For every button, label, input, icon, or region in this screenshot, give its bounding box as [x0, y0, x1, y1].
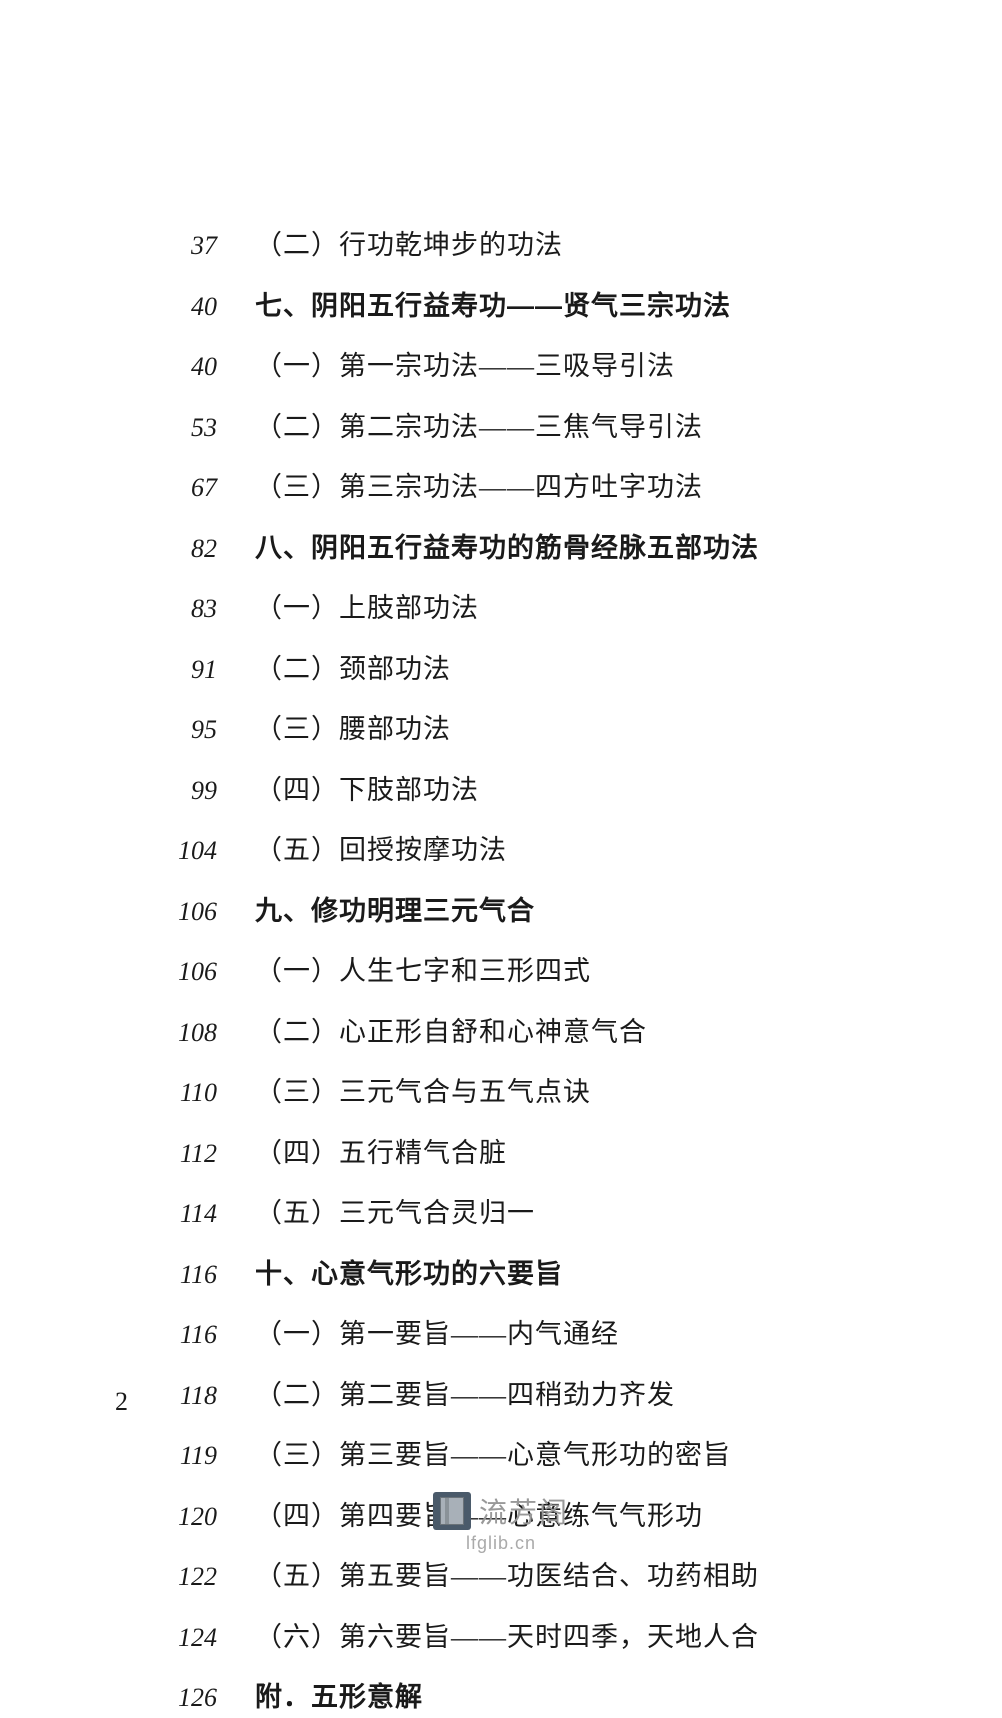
toc-page-number: 110	[100, 1073, 255, 1112]
toc-page-number: 124	[100, 1618, 255, 1657]
toc-entry-text: 七、阴阳五行益寿功——贤气三宗功法	[255, 286, 731, 327]
toc-entry-text: （三）三元气合与五气点诀	[255, 1072, 591, 1113]
toc-entry-text: （六）第六要旨——天时四季，天地人合	[255, 1617, 759, 1658]
watermark: 流芳阁 lfglib.cn	[433, 1491, 569, 1554]
book-icon	[433, 1492, 471, 1530]
watermark-top-row: 流芳阁	[433, 1491, 569, 1531]
toc-page-number: 106	[100, 892, 255, 931]
toc-line: 82八、阴阳五行益寿功的筋骨经脉五部功法	[100, 528, 917, 569]
toc-entry-text: （五）第五要旨——功医结合、功药相助	[255, 1556, 759, 1597]
toc-page-number: 53	[100, 408, 255, 447]
toc-entry-text: （四）五行精气合脏	[255, 1133, 507, 1174]
toc-entry-text: 八、阴阳五行益寿功的筋骨经脉五部功法	[255, 528, 759, 569]
toc-page-number: 104	[100, 831, 255, 870]
toc-line: 37（二）行功乾坤步的功法	[100, 225, 917, 266]
toc-page-number: 91	[100, 650, 255, 689]
toc-line: 119（三）第三要旨——心意气形功的密旨	[100, 1435, 917, 1476]
toc-entry-text: 九、修功明理三元气合	[255, 891, 535, 932]
toc-line: 83（一）上肢部功法	[100, 588, 917, 629]
toc-entry-text: （三）第三要旨——心意气形功的密旨	[255, 1435, 731, 1476]
toc-page-number: 126	[100, 1678, 255, 1717]
toc-line: 116（一）第一要旨——内气通经	[100, 1314, 917, 1355]
toc-line: 53（二）第二宗功法——三焦气导引法	[100, 407, 917, 448]
toc-content: 37（二）行功乾坤步的功法40七、阴阳五行益寿功——贤气三宗功法40（一）第一宗…	[0, 0, 1002, 1718]
toc-page-number: 122	[100, 1557, 255, 1596]
toc-line: 112（四）五行精气合脏	[100, 1133, 917, 1174]
toc-line: 108（二）心正形自舒和心神意气合	[100, 1012, 917, 1053]
toc-line: 124（六）第六要旨——天时四季，天地人合	[100, 1617, 917, 1658]
toc-entry-text: （五）三元气合灵归一	[255, 1193, 535, 1234]
toc-entry-text: （二）行功乾坤步的功法	[255, 225, 563, 266]
toc-line: 122（五）第五要旨——功医结合、功药相助	[100, 1556, 917, 1597]
toc-line: 99（四）下肢部功法	[100, 770, 917, 811]
toc-line: 95（三）腰部功法	[100, 709, 917, 750]
toc-page-number: 120	[100, 1497, 255, 1536]
toc-entry-text: （一）第一宗功法——三吸导引法	[255, 346, 675, 387]
toc-entry-text: （三）腰部功法	[255, 709, 451, 750]
toc-page-number: 40	[100, 287, 255, 326]
toc-page-number: 95	[100, 710, 255, 749]
toc-page-number: 40	[100, 347, 255, 386]
page-footer-number: 2	[115, 1387, 128, 1417]
toc-line: 118（二）第二要旨——四稍劲力齐发	[100, 1375, 917, 1416]
toc-entry-text: （五）回授按摩功法	[255, 830, 507, 871]
toc-entry-text: （四）下肢部功法	[255, 770, 479, 811]
toc-line: 91（二）颈部功法	[100, 649, 917, 690]
watermark-url: lfglib.cn	[466, 1533, 536, 1554]
toc-page-number: 108	[100, 1013, 255, 1052]
toc-entry-text: （二）心正形自舒和心神意气合	[255, 1012, 647, 1053]
watermark-site-name: 流芳阁	[479, 1491, 569, 1531]
toc-entry-text: （二）颈部功法	[255, 649, 451, 690]
toc-entry-text: （二）第二宗功法——三焦气导引法	[255, 407, 703, 448]
toc-line: 40七、阴阳五行益寿功——贤气三宗功法	[100, 286, 917, 327]
toc-entry-text: （一）第一要旨——内气通经	[255, 1314, 619, 1355]
toc-page-number: 99	[100, 771, 255, 810]
toc-entry-text: （一）上肢部功法	[255, 588, 479, 629]
toc-page-number: 116	[100, 1255, 255, 1294]
toc-line: 106九、修功明理三元气合	[100, 891, 917, 932]
toc-page-number: 106	[100, 952, 255, 991]
toc-page-number: 112	[100, 1134, 255, 1173]
toc-line: 110（三）三元气合与五气点诀	[100, 1072, 917, 1113]
toc-page-number: 67	[100, 468, 255, 507]
toc-line: 104（五）回授按摩功法	[100, 830, 917, 871]
toc-line: 67（三）第三宗功法——四方吐字功法	[100, 467, 917, 508]
toc-line: 116十、心意气形功的六要旨	[100, 1254, 917, 1295]
toc-entry-text: 附．五形意解	[255, 1677, 423, 1718]
toc-line: 114（五）三元气合灵归一	[100, 1193, 917, 1234]
toc-page-number: 37	[100, 226, 255, 265]
toc-line: 106（一）人生七字和三形四式	[100, 951, 917, 992]
toc-page-number: 83	[100, 589, 255, 628]
toc-page-number: 119	[100, 1436, 255, 1475]
toc-page-number: 114	[100, 1194, 255, 1233]
toc-line: 40（一）第一宗功法——三吸导引法	[100, 346, 917, 387]
toc-entry-text: （一）人生七字和三形四式	[255, 951, 591, 992]
toc-page-number: 116	[100, 1315, 255, 1354]
toc-page-number: 82	[100, 529, 255, 568]
toc-entry-text: （二）第二要旨——四稍劲力齐发	[255, 1375, 675, 1416]
toc-line: 126附．五形意解	[100, 1677, 917, 1718]
toc-entry-text: （三）第三宗功法——四方吐字功法	[255, 467, 703, 508]
toc-entry-text: 十、心意气形功的六要旨	[255, 1254, 563, 1295]
